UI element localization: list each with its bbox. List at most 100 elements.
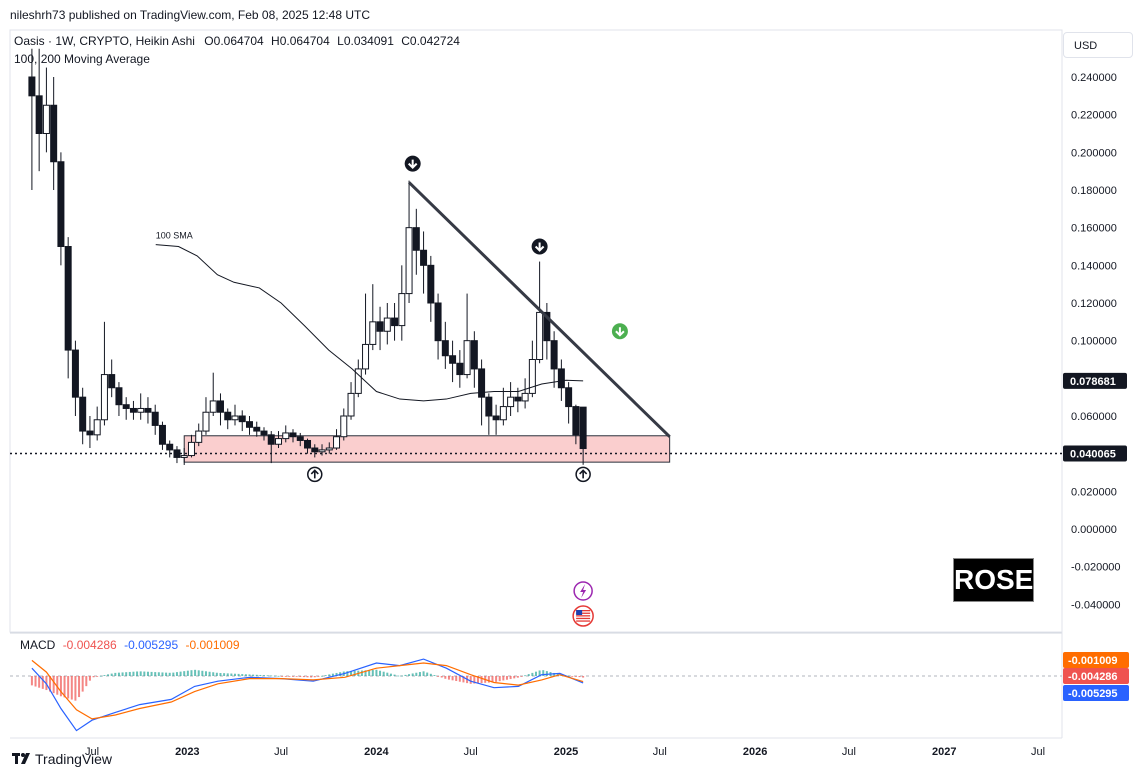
macd-histogram-bar — [67, 676, 70, 699]
ma-legend: 100, 200 Moving Average — [14, 52, 150, 66]
macd-histogram-bar — [408, 674, 411, 676]
macd-histogram-bar — [462, 676, 465, 683]
macd-histogram-bar — [534, 671, 537, 676]
macd-histogram-bar — [458, 676, 461, 682]
price-label-bg — [1063, 372, 1127, 389]
macd-price-label: -0.005295 — [1068, 688, 1118, 700]
macd-histogram-bar — [244, 674, 247, 676]
candle-body — [224, 411, 232, 421]
y-tick-label: 0.100000 — [1071, 336, 1117, 348]
candle-body — [557, 368, 565, 389]
support-zone — [183, 435, 671, 463]
macd-histogram-bar — [172, 672, 175, 676]
currency-button[interactable]: USD — [1063, 32, 1133, 58]
macd-histogram-bar — [350, 671, 353, 676]
candle-body — [216, 400, 224, 413]
candle-body — [275, 438, 283, 445]
macd-histogram-bar — [538, 670, 541, 676]
ohlc-o-label: O — [204, 34, 214, 48]
symbol-line: Oasis · 1W, CRYPTO, Heikin Ashi — [14, 34, 195, 48]
macd-histogram-bar — [400, 675, 403, 677]
macd-histogram-bar — [88, 676, 91, 681]
price-label: 0.040065 — [1070, 449, 1116, 461]
x-tick-label: 2024 — [364, 746, 389, 758]
candle-body — [528, 359, 536, 394]
macd-histogram-bar — [321, 675, 324, 677]
macd-histogram-bar — [259, 674, 262, 676]
y-tick-label: 0.180000 — [1071, 185, 1117, 197]
candle-body — [354, 368, 362, 394]
sma-100-line — [155, 244, 584, 402]
candle-body — [463, 340, 471, 376]
macd-histogram-bar — [415, 672, 418, 676]
candle-body — [296, 436, 304, 441]
macd-histogram-bar — [38, 676, 41, 688]
arrow-up-glyph — [579, 469, 588, 479]
macd-histogram-bar — [121, 672, 124, 676]
candle-body — [412, 227, 420, 251]
macd-histogram-bar — [266, 675, 269, 677]
candle-body — [333, 436, 341, 449]
candle-body — [492, 415, 500, 421]
candle-body — [572, 406, 580, 436]
candle-body — [151, 411, 159, 426]
macd-histogram-bar — [567, 675, 570, 677]
candle-body — [550, 340, 558, 370]
macd-histogram-bar — [440, 676, 443, 678]
candle-body — [441, 340, 449, 357]
macd-histogram-bar — [52, 676, 55, 694]
macd-histogram-bar — [204, 671, 207, 676]
candle-body — [187, 441, 195, 457]
macd-histogram-bar — [317, 676, 320, 677]
candle-body — [434, 302, 442, 342]
candle-body — [158, 424, 166, 445]
macd-histogram-bar — [473, 676, 476, 684]
macd-histogram-bar — [277, 675, 280, 677]
x-tick-label: Jul — [1031, 746, 1045, 758]
x-tick-label: 2023 — [175, 746, 199, 758]
candle-body — [71, 349, 79, 398]
sma-label: 100 SMA — [156, 231, 193, 241]
macd-histogram-bar — [364, 670, 367, 676]
footer-brand-text: TradingView — [35, 751, 113, 767]
macd-histogram-bar — [223, 673, 226, 676]
macd-histogram-bar — [433, 675, 436, 676]
macd-histogram-bar — [386, 672, 389, 676]
candle-body — [260, 430, 268, 436]
macd-histogram-bar — [306, 676, 309, 678]
x-tick-label: Jul — [274, 746, 288, 758]
y-tick-label: -0.020000 — [1071, 562, 1121, 574]
macd-histogram-bar — [491, 676, 494, 683]
ohlc-c: 0.042724 — [409, 34, 460, 48]
macd-histogram-bar — [302, 676, 305, 678]
macd-histogram-bar — [197, 670, 200, 676]
candle-body — [507, 396, 515, 408]
publisher-line: nileshrh73 published on TradingView.com,… — [10, 8, 371, 22]
y-tick-label: -0.040000 — [1071, 599, 1121, 611]
macd-histogram-bar — [117, 672, 120, 676]
macd-histogram-bar — [404, 674, 407, 676]
macd-histogram-bar — [331, 673, 334, 676]
macd-histogram-bar — [114, 672, 117, 676]
candle-body — [28, 76, 36, 97]
candle-body — [311, 447, 319, 453]
rose-label: ROSE — [953, 558, 1034, 602]
descending-trendline — [408, 181, 671, 438]
macd-histogram-bar — [34, 676, 37, 687]
macd-histogram-bar — [360, 670, 363, 676]
candle-body — [122, 404, 130, 409]
macd-histogram-bar — [379, 670, 382, 676]
price-label-bg — [1063, 445, 1127, 462]
macd-histogram-bar — [455, 676, 458, 682]
macd-histogram-bar — [299, 676, 302, 677]
flag-stripe — [576, 617, 591, 620]
candle-body — [376, 321, 384, 332]
macd-histogram-bar — [495, 676, 498, 682]
macd-histogram-bar — [324, 675, 327, 676]
macd-histogram-bar — [437, 676, 440, 677]
x-tick-label: 2027 — [932, 746, 956, 758]
macd-value-1: -0.004286 — [62, 638, 117, 652]
candle-body — [289, 432, 297, 438]
